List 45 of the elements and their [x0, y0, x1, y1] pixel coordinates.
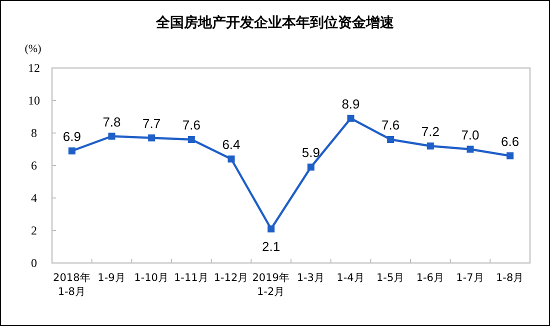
data-label: 6.4 [222, 137, 240, 152]
x-tick-label: 1-6月 [416, 272, 444, 284]
point [307, 164, 314, 171]
point [108, 132, 116, 140]
x-tick-label: 1-10月 [134, 272, 170, 284]
data-label: 7.0 [461, 127, 480, 142]
x-tick-label: 2019年 1-2月 [252, 272, 290, 298]
x-tick-label: 1-7月 [456, 272, 484, 284]
data-label: 2.1 [262, 238, 280, 254]
point [268, 225, 275, 232]
point [347, 114, 354, 122]
point [426, 142, 434, 150]
y-tick-label: 10 [28, 94, 40, 108]
x-tick-label: 1-12月 [214, 272, 249, 284]
data-label: 5.9 [302, 145, 320, 160]
x-tick-label: 1-8月 [496, 272, 524, 284]
data-label: 8.9 [342, 96, 360, 112]
y-tick-label: 0 [31, 256, 37, 270]
data-label: 7.7 [142, 116, 161, 131]
point [506, 152, 514, 160]
x-tick-label: 2018年 1-8月 [53, 272, 91, 298]
data-label: 7.6 [182, 118, 200, 132]
point [387, 136, 394, 143]
data-label: 6.6 [501, 134, 520, 149]
x-tick-label: 1-11月 [174, 272, 209, 284]
data-label: 7.6 [382, 118, 400, 132]
y-tick-label: 12 [28, 61, 40, 75]
data-label: 6.9 [62, 128, 81, 144]
point [228, 156, 235, 162]
data-label: 7.2 [421, 124, 440, 139]
point [148, 134, 156, 142]
y-tick-label: 2 [31, 224, 37, 238]
x-tick-label: 1-3月 [296, 272, 325, 284]
x-tick-label: 1-9月 [98, 272, 126, 284]
x-tick-label: 1-4月 [336, 272, 365, 284]
y-tick-label: 6 [31, 158, 37, 172]
point [466, 146, 474, 153]
y-tick-label: 4 [31, 191, 37, 205]
point [188, 136, 195, 143]
y-tick-label: 8 [31, 126, 37, 140]
chart-title: 全国房地产开发企业本年到位资金增速 [155, 14, 395, 31]
y-axis-title: (%) [24, 43, 42, 55]
point [68, 147, 76, 154]
x-tick-label: 1-5月 [376, 272, 405, 284]
data-label: 7.8 [102, 114, 121, 130]
